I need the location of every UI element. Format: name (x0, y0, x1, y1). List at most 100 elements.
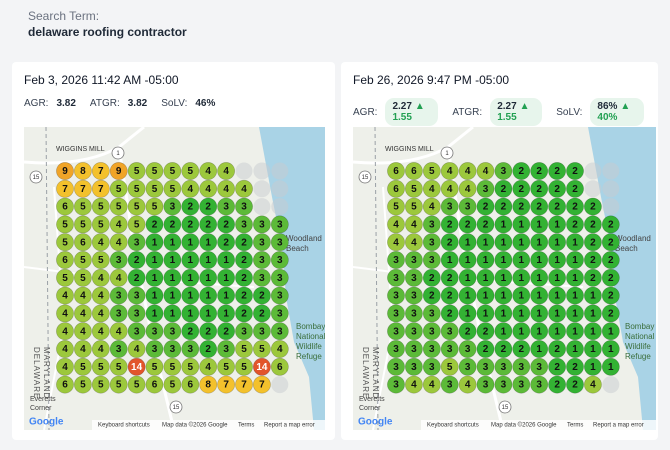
grid-rank: 1 (205, 237, 211, 248)
grid-point (512, 179, 531, 198)
grid-point (494, 233, 513, 252)
grid-rank: 1 (223, 273, 229, 284)
map-footer-text: Keyboard shortcuts (427, 423, 479, 429)
grid-rank: 1 (205, 309, 211, 320)
grid-point (217, 251, 236, 269)
grid-rank: 3 (116, 291, 122, 302)
grid-rank: 1 (501, 255, 507, 266)
grid-point (566, 340, 584, 358)
grid-point (270, 251, 289, 269)
grid-point (530, 340, 549, 358)
grid-rank: 2 (170, 220, 176, 231)
grid-rank: 1 (170, 255, 176, 266)
grid-rank: 2 (134, 273, 140, 284)
grid-rank: 1 (501, 291, 507, 302)
grid-point (601, 286, 620, 305)
grid-rank: 3 (170, 326, 176, 337)
grid-point (494, 268, 513, 287)
grid-rank: 1 (447, 255, 453, 266)
grid-rank: 1 (170, 291, 176, 302)
map-footer-text: Report a map error (264, 423, 315, 429)
grid-rank: 1 (554, 255, 560, 266)
metric: SoLV: 86% ▲ 40% (556, 98, 644, 126)
grid-point (387, 304, 405, 323)
scan-card: Feb 26, 2026 9:47 PM -05:00 AGR: 2.27 ▲ 1.5… (341, 62, 658, 440)
grid-rank: 6 (62, 202, 68, 213)
grid-point (405, 162, 423, 180)
grid-rank: 8 (205, 380, 211, 391)
grid-point (91, 162, 110, 180)
grid-rank: 3 (429, 255, 435, 266)
grid-point (252, 375, 271, 394)
grid-point (530, 268, 549, 287)
grid-point (387, 322, 405, 341)
grid-point (127, 233, 146, 252)
grid-rank: 5 (116, 184, 122, 195)
grid-rank: 5 (80, 220, 86, 231)
grid-rank: 1 (536, 344, 542, 355)
metric: AGR: 2.27 ▲ 1.55 (353, 98, 439, 126)
grid-rank: 3 (501, 362, 507, 373)
grid-rank: 4 (223, 184, 229, 195)
grid-rank: 1 (465, 273, 471, 284)
metric-value-box: 3.82 (128, 98, 147, 109)
grid-rank: 1 (554, 291, 560, 302)
grid-rank: 1 (170, 237, 176, 248)
grid-point (217, 179, 236, 198)
grid-rank: 3 (393, 273, 399, 284)
grid-point (440, 322, 459, 341)
grid-rank: 3 (483, 380, 489, 391)
grid-point (440, 375, 459, 394)
metric-value: 86% (597, 101, 618, 112)
grid-point (109, 179, 128, 198)
search-label: Search Term: (28, 9, 100, 23)
grid-rank: 6 (188, 380, 194, 391)
map-footer-text: Map data ©2026 Google (491, 422, 557, 429)
grid-point (199, 179, 218, 198)
grid-rank: 9 (116, 166, 122, 177)
grid-rank: 1 (554, 273, 560, 284)
grid-point (422, 286, 441, 305)
grid-rank: 5 (259, 344, 265, 355)
grid-point (56, 322, 74, 341)
grid-point (74, 268, 92, 287)
grid-point (548, 162, 567, 180)
grid-point (548, 286, 567, 305)
metric: ATGR: 3.82 (90, 98, 147, 109)
grid-point (270, 340, 289, 358)
grid-point (405, 286, 423, 305)
map-footer-text: Map data ©2026 Google (162, 422, 228, 429)
grid-point (405, 375, 423, 394)
grid-point (458, 375, 477, 394)
grid-point (217, 375, 236, 394)
grid-point (163, 268, 182, 287)
grid-point (235, 233, 253, 252)
grid-rank: 2 (590, 202, 596, 213)
grid-rank: 4 (205, 166, 211, 177)
grid-rank: 1 (536, 326, 542, 337)
grid-point (494, 375, 513, 394)
grid-point (566, 251, 584, 269)
grid-point (181, 375, 200, 394)
grid-point (56, 304, 74, 323)
grid-point (181, 179, 200, 198)
grid-rank: 2 (259, 291, 265, 302)
grid-point (145, 322, 164, 341)
grid-point (601, 357, 620, 376)
grid-point (163, 162, 182, 180)
grid-point (74, 162, 92, 180)
grid-rank: 2 (152, 220, 158, 231)
grid-rank: 2 (447, 237, 453, 248)
grid-rank: 5 (134, 380, 140, 391)
grid-rank: 2 (205, 202, 211, 213)
grid-rank: 4 (393, 220, 399, 231)
grid-point (127, 215, 146, 234)
map-logo: Google (29, 417, 64, 428)
grid-rank: 5 (116, 380, 122, 391)
grid-rank: 2 (519, 202, 525, 213)
grid-rank: 2 (519, 184, 525, 195)
grid-rank: 2 (590, 237, 596, 248)
grid-rank: 4 (80, 344, 86, 355)
grid-point (601, 215, 620, 234)
